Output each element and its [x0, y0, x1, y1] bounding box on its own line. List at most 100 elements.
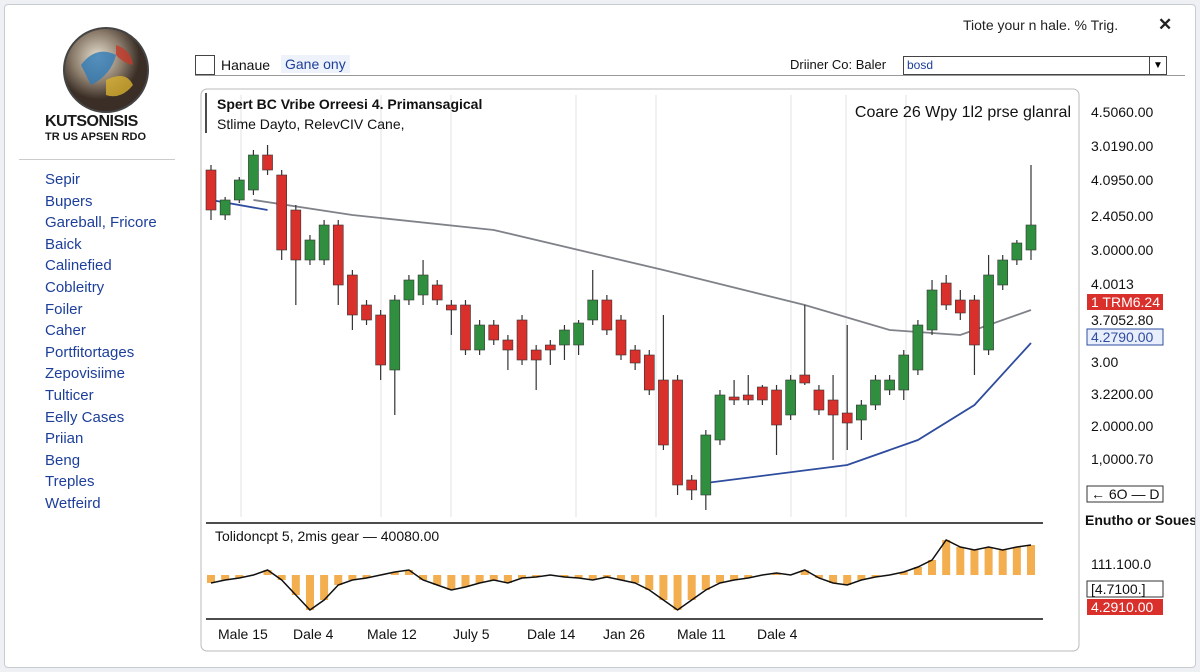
- indicator-bar: [829, 575, 838, 583]
- indicator-bar: [518, 575, 527, 578]
- x-label: Dale 4: [293, 626, 334, 642]
- driver-select[interactable]: bosd ▼: [903, 56, 1167, 75]
- indicator-bar: [701, 575, 710, 590]
- indicator-bar: [602, 575, 611, 577]
- sidebar-link[interactable]: Gareball, Fricore: [45, 214, 157, 232]
- candle-body: [997, 259, 1009, 286]
- sidebar-link[interactable]: Wetfeird: [45, 494, 101, 512]
- indicator-bar: [631, 575, 640, 583]
- candle-body: [926, 289, 938, 331]
- candle-body: [969, 299, 980, 346]
- indicator-bar: [390, 572, 399, 575]
- price-label: 4.0950.00: [1091, 172, 1153, 188]
- indicator-bar: [235, 575, 244, 578]
- candle-body: [912, 324, 924, 371]
- indicator-bar: [1027, 545, 1035, 575]
- candle-body: [714, 394, 726, 441]
- indicator-bar: [588, 575, 597, 580]
- sidebar-link[interactable]: Tulticer: [45, 386, 94, 404]
- indicator-bar: [984, 547, 993, 575]
- sidebar-link[interactable]: Caher: [45, 322, 86, 340]
- indicator-bar: [489, 575, 498, 580]
- sidebar-link[interactable]: Zepovisiime: [45, 365, 126, 383]
- sidebar-link[interactable]: Eelly Cases: [45, 408, 125, 426]
- candle-body: [728, 396, 740, 401]
- price-label: [4.7100.]: [1091, 581, 1146, 597]
- indicator-bar: [532, 575, 541, 577]
- sidebar-link[interactable]: Cobleitry: [45, 278, 105, 296]
- tab[interactable]: Gane ony: [281, 55, 350, 73]
- candle-body: [742, 394, 754, 401]
- indicator-bar: [404, 570, 413, 575]
- x-label: Dale 4: [757, 626, 798, 642]
- candle-body: [940, 282, 952, 306]
- sidebar-link[interactable]: Portfitortages: [45, 343, 135, 361]
- indicator-bar: [560, 575, 569, 577]
- sidebar-link[interactable]: Bupers: [45, 192, 93, 210]
- indicator-bar: [843, 575, 852, 585]
- candle-body: [1025, 224, 1037, 251]
- indicator-bar: [221, 575, 230, 580]
- close-button[interactable]: ✕: [1158, 15, 1173, 34]
- candle-body: [431, 284, 443, 301]
- moving-average: [705, 342, 1032, 484]
- tab[interactable]: Hanaue: [221, 57, 271, 73]
- indicator-bar: [362, 575, 371, 578]
- candle-body: [474, 324, 485, 351]
- candle-body: [841, 412, 853, 424]
- indicator-bar: [447, 575, 456, 590]
- price-label: 2.4050.00: [1091, 208, 1153, 224]
- dropdown-arrow: ▼: [1149, 57, 1166, 74]
- candle-body: [813, 389, 825, 411]
- sidebar-link[interactable]: Foiler: [45, 300, 83, 318]
- indicator-bar: [617, 575, 625, 580]
- candle-body: [262, 154, 273, 171]
- candle-body: [219, 199, 231, 216]
- sidebar-link[interactable]: Priian: [45, 430, 84, 448]
- label-badge: [1086, 580, 1164, 598]
- sidebar-link[interactable]: Beng: [45, 451, 81, 469]
- candle-body: [672, 379, 683, 486]
- candle-body: [955, 299, 966, 314]
- price-label: 3.0190.00: [1091, 138, 1153, 154]
- candle-body: [233, 179, 245, 201]
- x-label: Jan 26: [603, 626, 645, 642]
- candle-body: [1011, 242, 1023, 261]
- candle-body: [304, 239, 316, 261]
- price-label: 3.0000.00: [1091, 242, 1153, 258]
- indicator-bar: [956, 547, 965, 575]
- indicator-bar: [207, 575, 215, 583]
- candle-body: [643, 354, 655, 391]
- sidebar-link[interactable]: Treples: [45, 473, 95, 491]
- indicator-line: [210, 539, 1032, 611]
- candle-body: [700, 434, 712, 496]
- candle-body: [629, 349, 641, 364]
- indicator-bar: [913, 567, 922, 575]
- candle-body: [601, 299, 613, 331]
- checkbox[interactable]: [195, 55, 215, 75]
- candle-body: [870, 379, 881, 406]
- indicator-bar: [659, 575, 668, 600]
- sidebar-link[interactable]: Calinefied: [45, 257, 112, 275]
- indicator-bar: [800, 570, 809, 575]
- driver-value: bosd: [907, 58, 934, 72]
- label-badge: [1087, 599, 1163, 615]
- indicator-bar: [970, 550, 979, 575]
- sidebar-link[interactable]: Sepir: [45, 171, 81, 188]
- candle-body: [898, 354, 910, 391]
- chart-subtitle: Stlime Dayto, RelevCIV Cane,: [217, 116, 405, 132]
- indicator-bar: [334, 575, 343, 585]
- indicator-bar: [475, 575, 484, 583]
- indicator-bar: [744, 575, 753, 578]
- sidebar-link[interactable]: Baick: [45, 235, 82, 253]
- indicator-bar: [433, 575, 442, 585]
- price-label: 4.2910.00: [1091, 599, 1153, 615]
- price-label: ← 6O — D: [1091, 486, 1159, 502]
- candle-body: [332, 224, 344, 286]
- price-label: 111.100.0: [1091, 556, 1151, 572]
- indicator-bar: [461, 575, 470, 587]
- moving-average: [253, 199, 1032, 336]
- candle-body: [488, 324, 500, 341]
- indicator-bar: [998, 550, 1007, 575]
